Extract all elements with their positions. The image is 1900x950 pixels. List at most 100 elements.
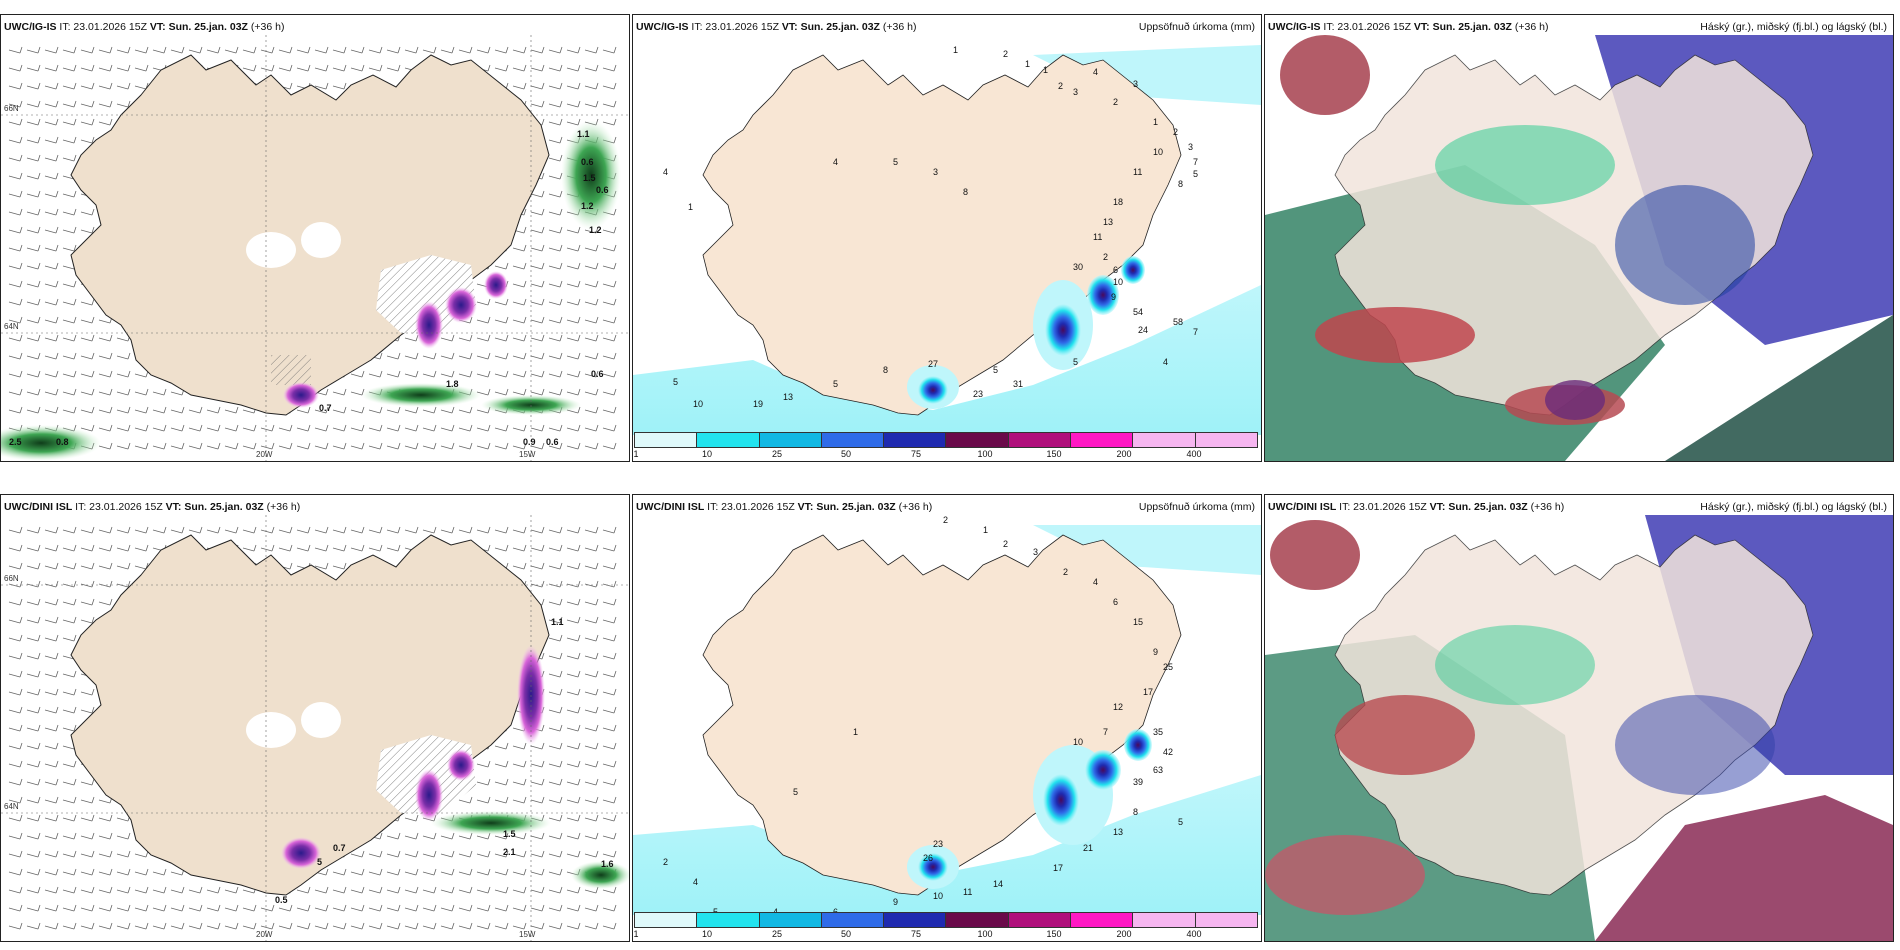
- wind-barb-icon: [584, 46, 599, 54]
- wind-barb-icon: [530, 850, 545, 858]
- wind-barb-icon: [332, 64, 347, 72]
- precip-amount-labels: 1.1 1.5 2.1 0.7 5 0.5 1.6: [275, 617, 614, 905]
- wind-barb-icon: [8, 208, 23, 216]
- wind-barb-icon: [566, 652, 581, 660]
- model-name: UWC/DINI ISL: [636, 501, 705, 513]
- wind-barb-icon: [314, 442, 329, 450]
- wind-barb-icon: [494, 850, 509, 858]
- precip-map: 1 211234231237581011181311261093054245874…: [633, 45, 1261, 435]
- panel-header: UWC/DINI ISL IT: 23.01.2026 15Z VT: Sun.…: [1268, 501, 1887, 515]
- wind-barb-icon: [242, 526, 257, 534]
- wind-barb-icon: [26, 778, 41, 786]
- wind-barb-icon: [296, 922, 311, 930]
- wind-barb-icon: [206, 442, 221, 450]
- precip-value-label: 1: [853, 727, 858, 737]
- wind-barb-icon: [8, 580, 23, 588]
- wind-barb-icon: [566, 442, 581, 450]
- panel-header: UWC/DINI ISL IT: 23.01.2026 15Z VT: Sun.…: [4, 501, 623, 515]
- wind-barb-icon: [548, 352, 563, 360]
- wind-barb-icon: [458, 352, 473, 360]
- model-name: UWC/IG-IS: [636, 21, 689, 33]
- wind-barb-icon: [350, 850, 365, 858]
- precip-value-label: 58: [1173, 317, 1183, 327]
- wind-map: 66N 64N 20W 15W 1.1 0.6 1.5 0.6 1.2 1.2 …: [1, 35, 629, 461]
- wind-barb-icon: [530, 904, 545, 912]
- wind-barb-icon: [422, 886, 437, 894]
- wind-barb-icon: [116, 424, 131, 432]
- colorbar: 1 10 25 50 75 100 150 200 400: [633, 912, 1258, 940]
- precip-value-label: 4: [1163, 357, 1168, 367]
- wind-barb-icon: [80, 922, 95, 930]
- precip-blob: [445, 287, 477, 323]
- low-cloud-area: [1595, 795, 1893, 941]
- wind-barb-icon: [530, 208, 545, 216]
- wind-barb-icon: [80, 316, 95, 324]
- wind-barb-icon: [548, 904, 563, 912]
- wind-barb-icon: [80, 136, 95, 144]
- wind-barb-icon: [512, 526, 527, 534]
- wind-barb-icon: [584, 688, 599, 696]
- wind-barb-icon: [80, 616, 95, 624]
- wind-barb-icon: [152, 526, 167, 534]
- amount-label: 0.8: [56, 437, 69, 447]
- colorbar-tick: 200: [1116, 449, 1132, 459]
- wind-barb-icon: [296, 64, 311, 72]
- wind-barb-icon: [548, 334, 563, 342]
- wind-barb-icon: [8, 100, 23, 108]
- wind-barb-icon: [530, 760, 545, 768]
- wind-barb-icon: [8, 298, 23, 306]
- colorbar-swatch: [635, 913, 698, 927]
- wind-barb-icon: [494, 904, 509, 912]
- wind-barb-icon: [530, 868, 545, 876]
- wind-barb-icon: [530, 316, 545, 324]
- wind-barb-icon: [80, 868, 95, 876]
- wind-barb-icon: [548, 118, 563, 126]
- wind-barb-icon: [26, 388, 41, 396]
- panel-title: Uppsöfnuð úrkoma (mm): [1138, 501, 1255, 513]
- wind-barb-icon: [584, 832, 599, 840]
- wind-barb-icon: [512, 904, 527, 912]
- precip-value-label: 2: [943, 515, 948, 525]
- wind-barb-icon: [584, 526, 599, 534]
- wind-barb-icon: [152, 886, 167, 894]
- precip-value-label: 9: [1153, 647, 1158, 657]
- wind-barb-icon: [332, 442, 347, 450]
- precip-value-label: 2: [1003, 539, 1008, 549]
- precip-core: [1045, 304, 1081, 356]
- wind-barb-icon: [62, 526, 77, 534]
- wind-barb-icon: [548, 724, 563, 732]
- wind-barb-icon: [44, 634, 59, 642]
- wind-barb-icon: [26, 190, 41, 198]
- wind-barb-icon: [80, 424, 95, 432]
- wind-barb-icon: [440, 850, 455, 858]
- init-time: IT: 23.01.2026 15Z: [691, 21, 779, 33]
- precip-value-label: 3: [1073, 87, 1078, 97]
- colorbar-tick: 1: [633, 929, 639, 939]
- colorbar-swatch: [1071, 433, 1134, 447]
- snow-hatch-south: [271, 355, 311, 385]
- wind-barb-icon: [602, 370, 617, 378]
- precip-value-label: 13: [1113, 827, 1123, 837]
- wind-barb-icon: [26, 868, 41, 876]
- wind-barb-icon: [440, 352, 455, 360]
- wind-barb-icon: [8, 46, 23, 54]
- wind-barb-icon: [584, 280, 599, 288]
- wind-barb-icon: [566, 724, 581, 732]
- precip-shading-north: [1033, 45, 1261, 105]
- wind-barb-icon: [458, 424, 473, 432]
- wind-barb-icon: [26, 208, 41, 216]
- wind-barb-icon: [26, 544, 41, 552]
- green-precip: [431, 811, 551, 835]
- wind-barb-icon: [602, 562, 617, 570]
- wind-barb-icon: [566, 850, 581, 858]
- wind-barb-icon: [512, 370, 527, 378]
- colorbar-tick: 10: [701, 449, 713, 459]
- precip-value-label: 10: [1113, 277, 1123, 287]
- wind-barb-icon: [242, 922, 257, 930]
- wind-barb-icon: [530, 922, 545, 930]
- wind-barb-icon: [512, 352, 527, 360]
- wind-barb-icon: [476, 46, 491, 54]
- wind-barb-icon: [8, 670, 23, 678]
- wind-barb-icon: [80, 886, 95, 894]
- wind-barb-icon: [350, 406, 365, 414]
